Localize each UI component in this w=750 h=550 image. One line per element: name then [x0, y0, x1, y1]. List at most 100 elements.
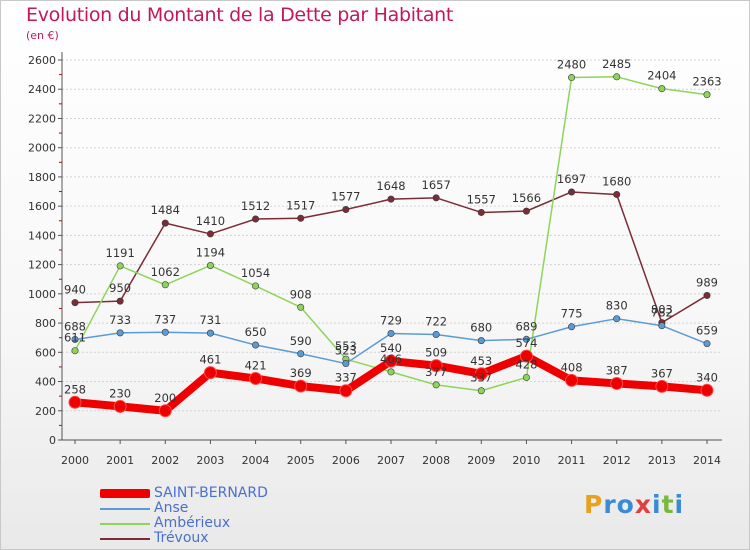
data-point	[252, 282, 260, 290]
data-label: 729	[380, 313, 402, 327]
data-point	[294, 379, 308, 393]
data-point	[71, 335, 79, 343]
data-label: 2363	[692, 75, 721, 89]
x-tick-label: 2002	[151, 454, 179, 467]
data-point	[613, 315, 621, 323]
data-label: 466	[380, 352, 402, 366]
data-label: 1512	[241, 199, 270, 213]
data-label: 387	[606, 363, 628, 377]
x-tick-label: 2001	[106, 454, 134, 467]
data-label: 1517	[286, 198, 315, 212]
data-point	[206, 230, 214, 238]
data-point	[252, 341, 260, 349]
data-label: 200	[154, 391, 176, 405]
data-label: 1680	[602, 174, 631, 188]
data-point	[161, 219, 169, 227]
data-point	[474, 367, 488, 381]
y-tick-label: 2000	[28, 142, 56, 155]
data-point	[116, 262, 124, 270]
data-point	[116, 329, 124, 337]
y-tick-label: 2200	[28, 112, 56, 125]
data-label: 230	[109, 386, 131, 400]
data-point	[522, 207, 530, 215]
data-label: 1191	[106, 246, 135, 260]
x-tick-label: 2007	[377, 454, 405, 467]
x-tick-label: 2000	[61, 454, 89, 467]
data-label: 377	[425, 365, 447, 379]
data-label: 1054	[241, 266, 270, 280]
data-point	[387, 368, 395, 376]
chart-subtitle: (en €)	[26, 29, 59, 42]
data-point	[71, 299, 79, 307]
data-label: 1657	[422, 178, 451, 192]
x-tick-label: 2004	[242, 454, 270, 467]
x-tick-label: 2003	[196, 454, 224, 467]
x-tick-label: 2009	[467, 454, 495, 467]
data-label: 1557	[467, 192, 496, 206]
data-label: 1697	[557, 172, 586, 186]
x-tick-label: 2014	[693, 454, 721, 467]
legend-swatch	[100, 507, 150, 510]
data-point	[477, 387, 485, 395]
data-point	[519, 349, 533, 363]
y-tick-label: 1800	[28, 171, 56, 184]
y-tick-label: 1600	[28, 200, 56, 213]
data-point	[297, 350, 305, 358]
data-point	[339, 384, 353, 398]
data-label: 509	[425, 346, 447, 360]
data-label: 574	[515, 336, 537, 350]
data-point	[658, 322, 666, 330]
y-tick-label: 2600	[28, 54, 56, 67]
x-tick-label: 2010	[512, 454, 540, 467]
logo-letter: t	[661, 490, 675, 519]
x-tick-label: 2013	[648, 454, 676, 467]
legend: SAINT-BERNARD Anse Ambérieux Trévoux	[100, 486, 268, 546]
y-tick-label: 800	[35, 317, 56, 330]
y-tick-label: 600	[35, 346, 56, 359]
data-point	[613, 73, 621, 81]
data-point	[568, 323, 576, 331]
data-label: 258	[64, 382, 86, 396]
data-point	[161, 328, 169, 336]
data-point	[116, 297, 124, 305]
data-point	[432, 330, 440, 338]
data-point	[297, 214, 305, 222]
data-label: 2480	[557, 58, 586, 72]
data-point	[565, 373, 579, 387]
data-label: 611	[64, 331, 86, 345]
data-point	[342, 206, 350, 214]
legend-item-anse: Anse	[100, 501, 268, 516]
data-label: 337	[470, 371, 492, 385]
x-tick-label: 2012	[603, 454, 631, 467]
data-label: 1410	[196, 214, 225, 228]
data-label: 369	[290, 366, 312, 380]
data-point	[252, 215, 260, 223]
logo-letter: x	[634, 490, 652, 519]
data-point	[384, 354, 398, 368]
data-point	[477, 208, 485, 216]
data-point	[206, 261, 214, 269]
logo-letter: i	[652, 490, 662, 519]
data-point	[432, 194, 440, 202]
data-label: 659	[696, 324, 718, 338]
data-point	[613, 190, 621, 198]
legend-swatch	[100, 522, 150, 525]
data-label: 421	[245, 358, 267, 372]
data-label: 680	[470, 321, 492, 335]
x-tick-label: 2008	[422, 454, 450, 467]
logo-letter: r	[603, 490, 617, 519]
data-point	[387, 329, 395, 337]
data-label: 908	[290, 287, 312, 301]
data-label: 940	[64, 283, 86, 297]
data-point	[203, 366, 217, 380]
data-point	[161, 281, 169, 289]
data-point	[522, 373, 530, 381]
data-label: 408	[561, 360, 583, 374]
x-tick-label: 2005	[287, 454, 315, 467]
data-label: 1577	[331, 190, 360, 204]
data-point	[158, 404, 172, 418]
y-tick-label: 1000	[28, 288, 56, 301]
chart-title: Evolution du Montant de la Dette par Hab…	[26, 4, 454, 26]
y-tick-label: 2400	[28, 83, 56, 96]
data-label: 590	[290, 334, 312, 348]
